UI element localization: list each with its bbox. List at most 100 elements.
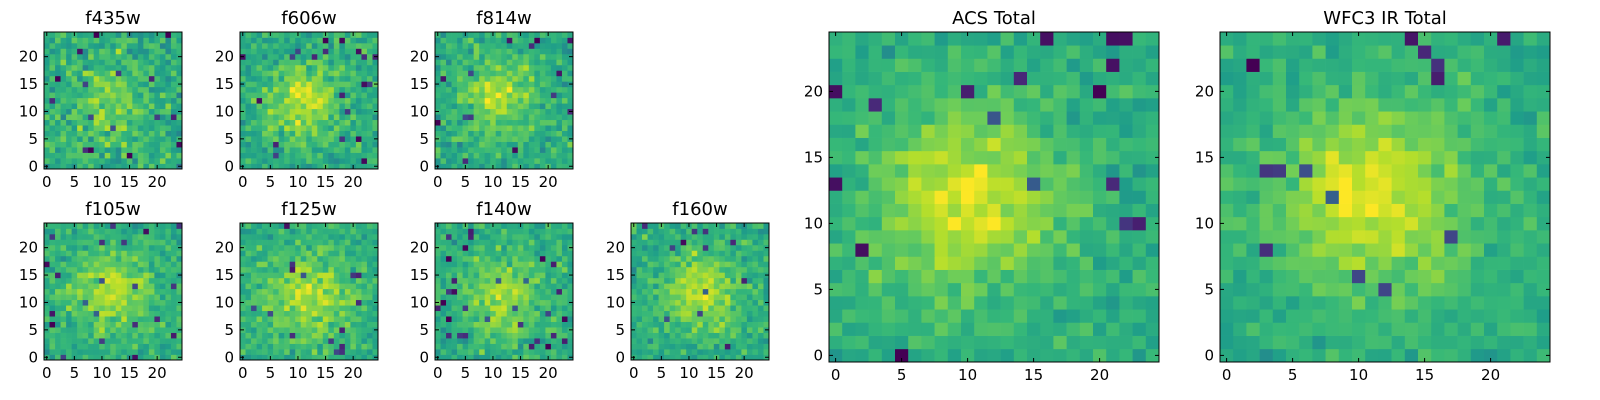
heatmap-cell (256, 81, 263, 88)
heatmap-cell (539, 108, 546, 115)
heatmap-cell (60, 250, 67, 257)
heatmap-cell (539, 92, 546, 99)
heatmap-cell (642, 272, 648, 279)
heatmap-cell (99, 272, 106, 279)
heatmap-cell (473, 53, 480, 60)
heatmap-cell (284, 310, 291, 317)
heatmap-cell (344, 349, 351, 355)
y-tick-label: 15 (410, 266, 429, 284)
heatmap-cell (110, 310, 117, 317)
heatmap-cell (462, 228, 469, 235)
heatmap-cell (77, 316, 83, 322)
heatmap-cell (468, 354, 474, 361)
heatmap-cell (137, 147, 144, 153)
heatmap-cell (328, 299, 335, 306)
heatmap-cell (251, 147, 257, 153)
heatmap-cell (534, 114, 541, 121)
heatmap-cell (49, 42, 56, 49)
heatmap-cell (829, 269, 843, 284)
heatmap-cell (115, 283, 122, 290)
heatmap-cell (339, 86, 346, 93)
heatmap-cell (675, 343, 682, 350)
heatmap-cell (528, 272, 535, 279)
heatmap-cell (669, 316, 676, 322)
heatmap-cell (82, 343, 89, 350)
heatmap-cell (752, 266, 759, 273)
heatmap-cell (1145, 177, 1160, 191)
heatmap-cell (262, 321, 268, 328)
heatmap-cell (642, 354, 648, 361)
heatmap-cell (350, 86, 357, 93)
heatmap-cell (545, 108, 552, 115)
heatmap-cell (333, 272, 340, 279)
heatmap-cell (435, 321, 441, 328)
heatmap-cell (1000, 348, 1015, 363)
heatmap-cell (435, 288, 441, 295)
heatmap-cell (987, 216, 1001, 231)
heatmap-cell (534, 299, 541, 306)
heatmap-cell (501, 125, 508, 131)
heatmap-cell (344, 294, 351, 301)
heatmap-cell (110, 97, 117, 104)
heatmap-cell (159, 32, 166, 38)
heatmap-cell (512, 272, 519, 279)
heatmap-cell (686, 294, 693, 301)
heatmap-cell (49, 32, 56, 38)
heatmap-cell (55, 32, 61, 38)
heatmap-cell (49, 321, 56, 328)
heatmap-cell (273, 130, 279, 137)
heatmap-cell (148, 250, 155, 257)
heatmap-cell (170, 114, 177, 121)
heatmap-cell (484, 147, 491, 153)
heatmap-cell (539, 158, 546, 164)
heatmap-cell (110, 223, 117, 229)
heatmap-cell (339, 152, 346, 159)
heatmap-cell (71, 125, 78, 131)
heatmap-cell (93, 321, 100, 328)
heatmap-cell (278, 48, 285, 55)
heatmap-cell (159, 59, 166, 66)
heatmap-cell (262, 223, 268, 229)
heatmap-cell (311, 64, 318, 71)
heatmap-cell (126, 130, 133, 137)
heatmap-cell (93, 86, 100, 93)
heatmap-cell (506, 158, 513, 164)
x-tick-label: 0 (433, 173, 443, 191)
heatmap-cell (741, 283, 748, 290)
heatmap-cell (126, 255, 133, 262)
heatmap-cell (88, 288, 95, 295)
heatmap-cell (143, 233, 150, 240)
heatmap-cell (567, 283, 574, 290)
heatmap-cell (132, 261, 139, 268)
heatmap-cell (868, 150, 883, 165)
heatmap-cell (333, 147, 340, 153)
heatmap-cell (322, 261, 329, 268)
heatmap-cell (165, 228, 172, 235)
heatmap-cell (154, 114, 161, 121)
heatmap-cell (462, 108, 469, 115)
heatmap-cell (523, 42, 530, 49)
heatmap-cell (730, 283, 737, 290)
heatmap-cell (311, 239, 318, 246)
heatmap-cell (462, 114, 469, 121)
heatmap-cells (829, 32, 1160, 363)
heatmap-cell (295, 108, 302, 115)
heatmap-cell (159, 141, 166, 148)
heatmap-cell (550, 327, 557, 333)
heatmap-cell (881, 150, 896, 165)
heatmap-cell (868, 282, 883, 297)
heatmap-cell (517, 305, 524, 312)
x-tick-label: 15 (316, 364, 335, 382)
heatmap-cell (484, 239, 491, 246)
heatmap-cell (115, 163, 122, 170)
heatmap-cell (506, 354, 513, 361)
heatmap-cell (561, 147, 568, 153)
heatmap-cell (567, 97, 574, 104)
heatmap-cell (451, 277, 458, 284)
heatmap-cell (539, 244, 546, 251)
heatmap-cell (49, 277, 56, 284)
heatmap-cell (262, 147, 268, 153)
heatmap-cell (517, 255, 524, 262)
heatmap-cell (653, 283, 659, 290)
heatmap-cell (719, 266, 726, 273)
